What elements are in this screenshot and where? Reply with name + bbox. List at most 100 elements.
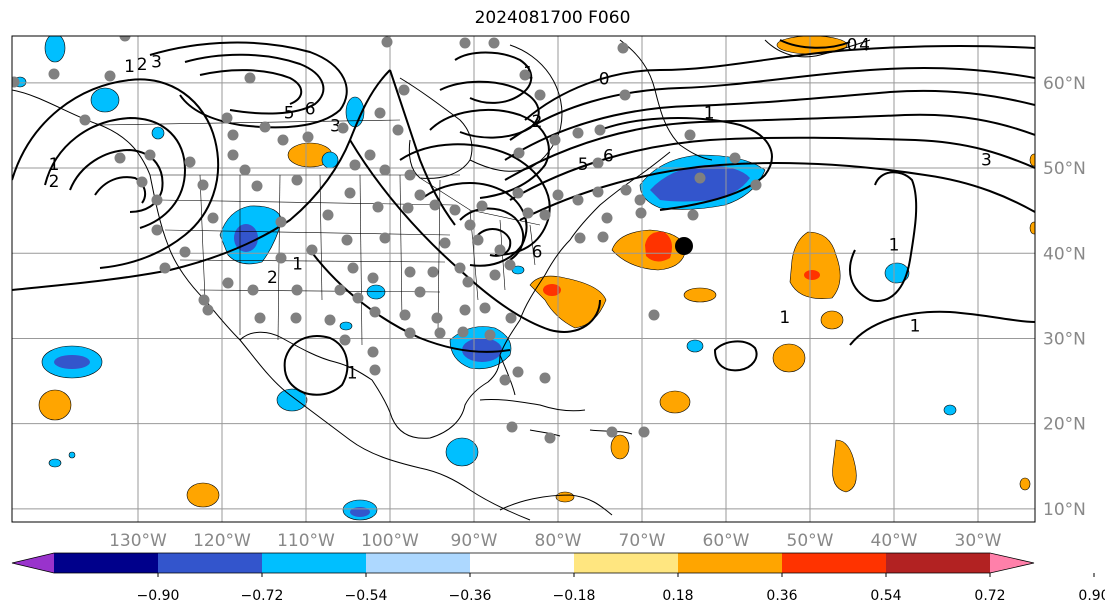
colorbar-segment — [678, 553, 783, 573]
positive-anomaly-area — [1019, 477, 1031, 491]
colorbar-tick-label: −0.90 — [137, 588, 180, 604]
positive-anomaly-area — [1029, 153, 1035, 167]
contour-value-label: 1 — [292, 254, 303, 274]
longitude-label: 80°W — [535, 531, 582, 551]
target-location-marker — [675, 237, 693, 255]
negative-anomaly-area — [350, 507, 370, 517]
contour-value-label: 4 — [859, 36, 870, 56]
colorbar-segment — [366, 553, 471, 573]
latitude-label: 30°N — [1043, 329, 1086, 349]
contour-labels: 123563121205661043111121 — [49, 36, 992, 384]
colorbar-tick-label: −0.54 — [345, 588, 388, 604]
contour-value-label: 2 — [532, 112, 543, 132]
colorbar-segment — [470, 553, 575, 573]
colorbar-segment — [158, 553, 263, 573]
negative-anomaly-area — [686, 339, 704, 353]
lat-lon-grid — [12, 36, 1035, 522]
colorbar-tick-label: −0.18 — [553, 588, 596, 604]
contour-value-label: 1 — [889, 236, 900, 256]
contour-value-label: 3 — [330, 116, 341, 136]
colorbar-tick-label: −0.36 — [449, 588, 492, 604]
colorbar-tick-label: 0.72 — [974, 588, 1005, 604]
negative-anomaly-area — [54, 355, 90, 369]
negative-anomaly-area — [462, 338, 502, 362]
contour-value-label: 2 — [137, 55, 148, 75]
longitude-labels: 130°W 120°W 110°W 100°W 90°W 80°W 70°W 60°W 50°W… — [109, 531, 1002, 551]
colorbar-tick-label: 0.18 — [662, 588, 693, 604]
contour-value-label: 0 — [847, 36, 858, 56]
contour-value-label: 1 — [704, 104, 715, 124]
latitude-label: 60°N — [1043, 74, 1086, 94]
latitude-labels: 60°N 50°N 40°N 30°N 20°N 10°N — [1043, 74, 1086, 520]
contour-value-label: 3 — [981, 151, 992, 171]
contour-value-label: 1 — [124, 57, 135, 77]
colorbar-extend-low — [12, 553, 54, 573]
positive-anomaly-area — [186, 482, 220, 508]
longitude-label: 50°W — [787, 531, 834, 551]
longitude-label: 100°W — [361, 531, 419, 551]
contour-value-label: 1 — [910, 317, 921, 337]
negative-anomaly-area — [445, 437, 479, 467]
longitude-label: 130°W — [109, 531, 167, 551]
latitude-label: 50°N — [1043, 159, 1086, 179]
colorbar-tick-label: 0.90 — [1078, 588, 1105, 604]
negative-anomaly-area — [151, 126, 165, 140]
positive-anomaly-area — [1029, 221, 1035, 235]
colorbar-tick-label: 0.36 — [766, 588, 797, 604]
contour-value-label: 5 — [578, 155, 589, 175]
contour-value-label: 1 — [779, 308, 790, 328]
positive-anomaly-area — [683, 287, 717, 303]
height-contours — [12, 39, 1035, 396]
latitude-label: 40°N — [1043, 244, 1086, 264]
positive-anomaly-area — [804, 270, 820, 280]
colorbar-tick-label: −0.72 — [241, 588, 284, 604]
colorbar-segment — [262, 553, 367, 573]
longitude-label: 90°W — [451, 531, 498, 551]
contour-value-label: 6 — [532, 243, 543, 263]
colorbar: −0.90 −0.72 −0.54 −0.36 −0.18 0.18 0.36 0.54 0.7… — [11, 552, 1105, 604]
contour-value-label: 3 — [151, 53, 162, 73]
longitude-label: 110°W — [277, 531, 335, 551]
contour-value-label: 2 — [267, 268, 278, 288]
negative-anomaly-area — [366, 284, 386, 300]
positive-anomaly-area — [789, 231, 841, 299]
station-markers — [12, 36, 762, 444]
map-title: 2024081700 F060 — [474, 8, 631, 28]
negative-anomaly-area — [48, 458, 62, 468]
contour-value-label: 1 — [347, 364, 358, 384]
contour-value-label: 2 — [49, 172, 60, 192]
colorbar-segment — [886, 553, 991, 573]
latitude-label: 20°N — [1043, 415, 1086, 435]
colorbar-outline — [11, 552, 1035, 574]
negative-anomaly-area — [884, 262, 910, 284]
positive-anomaly-area — [832, 439, 857, 493]
positive-anomaly-area — [645, 231, 672, 262]
contour-value-label: 1 — [49, 155, 60, 175]
negative-anomaly-area — [321, 151, 339, 169]
shaded-fields — [13, 36, 1035, 521]
map-frame — [11, 35, 1036, 523]
colorbar-segment — [54, 553, 159, 573]
contour-value-label: 0 — [599, 70, 610, 90]
longitude-label: 30°W — [955, 531, 1002, 551]
latitude-label: 10°N — [1043, 500, 1086, 520]
state-borders — [99, 119, 541, 346]
colorbar-tick-label: 0.54 — [870, 588, 901, 604]
positive-anomaly-area — [529, 275, 607, 329]
longitude-label: 70°W — [619, 531, 666, 551]
positive-anomaly-area — [820, 310, 844, 330]
positive-anomaly-area — [38, 389, 72, 421]
positive-anomaly-area — [772, 343, 806, 373]
colorbar-segment — [574, 553, 679, 573]
contour-value-label: 5 — [284, 104, 295, 124]
negative-anomaly-area — [339, 321, 353, 331]
negative-anomaly-area — [90, 87, 120, 113]
negative-anomaly-area — [943, 404, 957, 416]
positive-anomaly-area — [610, 434, 630, 460]
longitude-label: 120°W — [193, 531, 251, 551]
negative-anomaly-area — [276, 388, 308, 412]
positive-anomaly-area — [555, 491, 575, 503]
contour-value-label: 6 — [603, 146, 614, 166]
longitude-label: 60°W — [703, 531, 750, 551]
